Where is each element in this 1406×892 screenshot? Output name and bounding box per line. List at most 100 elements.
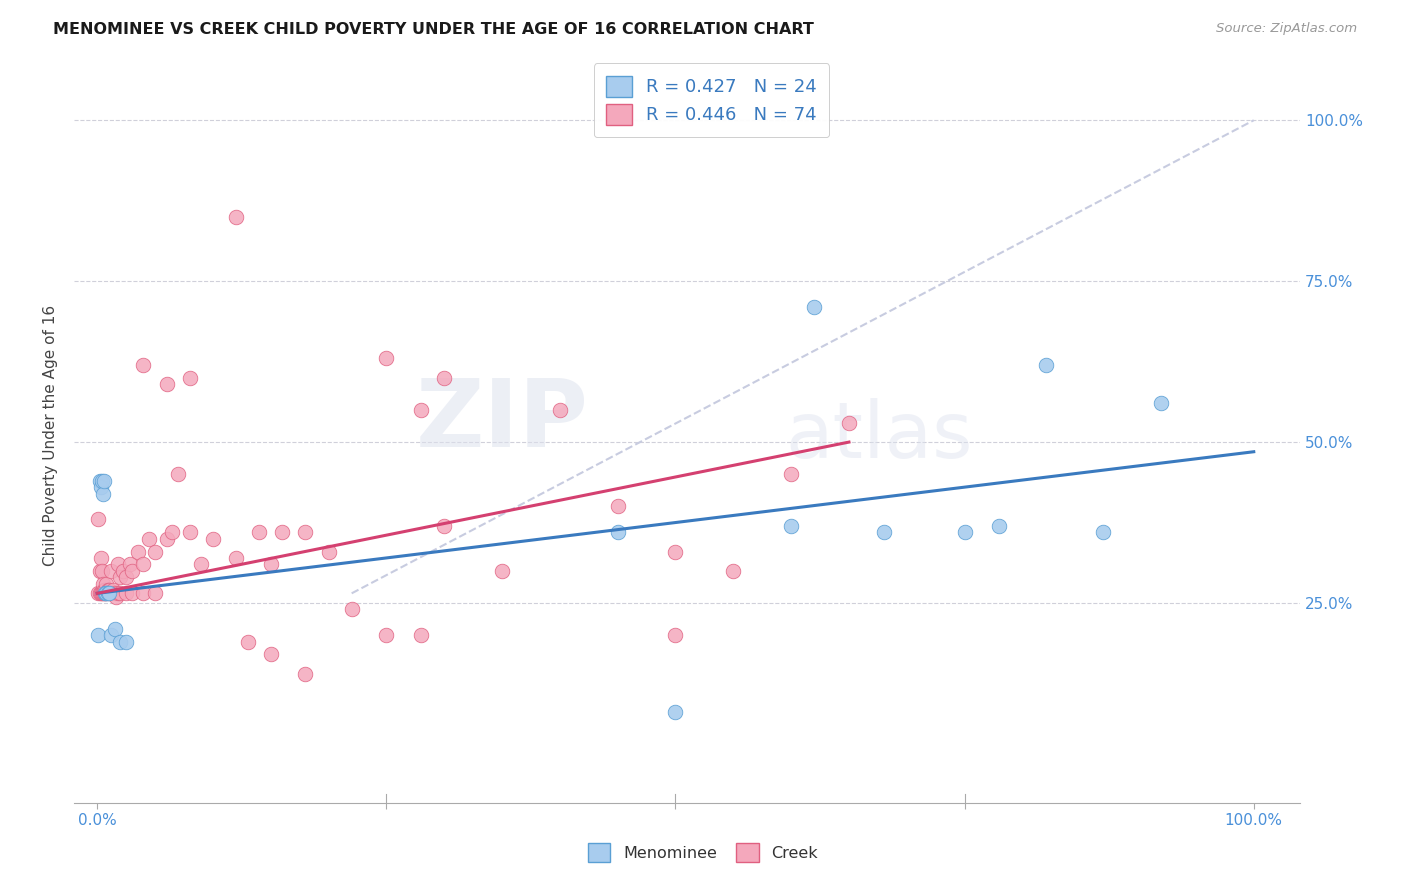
Point (271, 525, 294, 540)
Point (96, 576, 118, 591)
Point (433, 518, 456, 533)
Point (91, 586, 114, 600)
Point (121, 564, 143, 578)
Point (97, 583, 120, 598)
Point (723, 564, 745, 578)
Point (100, 628, 122, 642)
Point (138, 532, 160, 546)
Point (90, 586, 112, 600)
Point (93, 583, 115, 598)
Point (225, 210, 247, 224)
Point (90, 480, 112, 494)
Point (236, 634, 259, 648)
Point (132, 358, 155, 372)
Point (179, 370, 201, 384)
Point (143, 586, 166, 600)
Point (89, 474, 111, 488)
Point (111, 564, 134, 578)
Point (433, 370, 456, 384)
Point (97, 583, 120, 598)
Point (110, 586, 132, 600)
Point (107, 586, 129, 600)
Point (90, 564, 112, 578)
Point (606, 525, 628, 540)
Point (94, 583, 117, 598)
Point (97, 586, 120, 600)
Text: MENOMINEE VS CREEK CHILD POVERTY UNDER THE AGE OF 16 CORRELATION CHART: MENOMINEE VS CREEK CHILD POVERTY UNDER T… (53, 22, 814, 37)
Point (100, 586, 122, 600)
Point (87, 512, 110, 526)
Point (90, 550, 112, 565)
Text: ZIP: ZIP (416, 375, 589, 467)
Point (103, 583, 125, 598)
Point (115, 586, 138, 600)
Point (132, 558, 155, 572)
Point (100, 564, 122, 578)
Point (167, 467, 190, 482)
Point (156, 377, 179, 392)
Point (548, 403, 571, 417)
Point (110, 634, 132, 648)
Point (1092, 525, 1115, 540)
Point (318, 544, 340, 558)
Point (190, 558, 212, 572)
Point (115, 570, 138, 584)
Point (87, 628, 110, 642)
Point (89, 586, 111, 600)
Point (94, 586, 117, 600)
Point (294, 666, 316, 681)
Point (94, 586, 117, 600)
Point (179, 525, 201, 540)
Point (162, 525, 184, 540)
Point (132, 586, 155, 600)
Point (87, 586, 110, 600)
Point (340, 602, 363, 616)
Point (127, 544, 149, 558)
Point (260, 558, 283, 572)
Point (260, 648, 283, 662)
Point (409, 628, 432, 642)
Point (103, 586, 125, 600)
Point (294, 525, 316, 540)
Point (803, 300, 825, 314)
Point (1035, 358, 1057, 372)
Point (664, 706, 686, 720)
Point (953, 525, 976, 540)
Point (89, 564, 111, 578)
Point (103, 622, 125, 636)
Point (121, 586, 143, 600)
Point (988, 518, 1011, 533)
Point (93, 586, 115, 600)
Point (97, 586, 120, 600)
Point (115, 634, 138, 648)
Point (780, 467, 803, 482)
Legend: R = 0.427   N = 24, R = 0.446   N = 74: R = 0.427 N = 24, R = 0.446 N = 74 (593, 63, 830, 137)
Point (90, 586, 112, 600)
Text: atlas: atlas (785, 398, 973, 474)
Point (375, 351, 398, 366)
Point (91, 486, 114, 500)
Y-axis label: Child Poverty Under the Age of 16: Child Poverty Under the Age of 16 (44, 305, 58, 566)
Point (247, 525, 270, 540)
Point (96, 586, 118, 600)
Point (97, 586, 120, 600)
Point (156, 532, 179, 546)
Point (91, 576, 114, 591)
Point (664, 628, 686, 642)
Point (110, 570, 132, 584)
Point (96, 586, 118, 600)
Point (201, 532, 224, 546)
Point (606, 500, 628, 514)
Point (107, 558, 129, 572)
Point (780, 518, 803, 533)
Point (375, 628, 398, 642)
Point (93, 474, 115, 488)
Point (118, 558, 141, 572)
Text: Source: ZipAtlas.com: Source: ZipAtlas.com (1216, 22, 1357, 36)
Point (225, 550, 247, 565)
Point (872, 525, 894, 540)
Point (104, 590, 127, 604)
Point (409, 403, 432, 417)
Legend: Menominee, Creek: Menominee, Creek (582, 837, 824, 868)
Point (664, 544, 686, 558)
